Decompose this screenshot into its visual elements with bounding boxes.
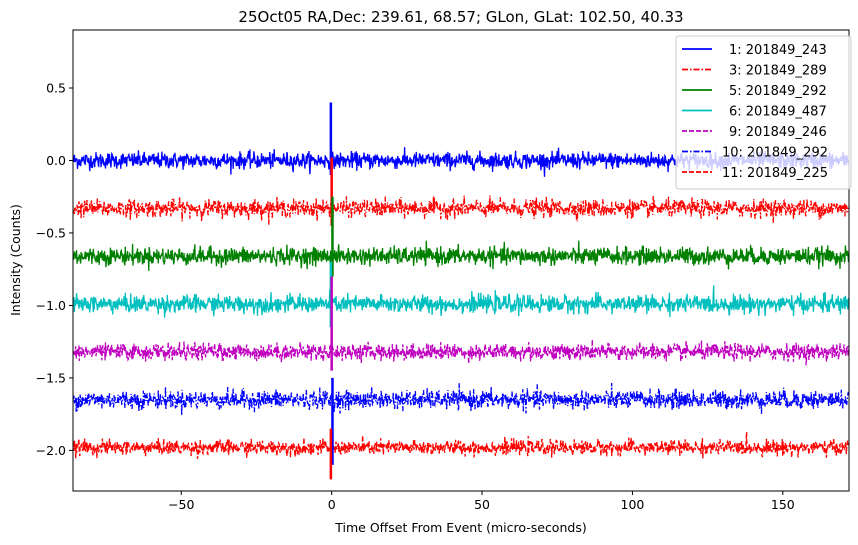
series-line-5: [73, 382, 849, 416]
legend-label: 9: 201849_246: [729, 125, 827, 140]
x-tick-label: 150: [771, 497, 795, 512]
series-line-6: [73, 431, 849, 459]
series-layer: [73, 102, 849, 480]
x-tick-label: 100: [621, 497, 645, 512]
legend-label: 6: 201849_487: [729, 105, 827, 120]
y-tick-label: −0.5: [36, 225, 66, 240]
legend: 1: 201849_243 3: 201849_289 5: 201849_292 6…: [675, 35, 852, 190]
legend-box: [675, 35, 852, 190]
legend-label: 11: 201849_225: [722, 166, 828, 181]
legend-label: 1: 201849_243: [729, 43, 827, 58]
y-tick-label: 0.0: [46, 153, 66, 168]
legend-label: 10: 201849_292: [722, 146, 828, 161]
y-tick-label: −1.0: [36, 298, 66, 313]
y-tick-label: −1.5: [36, 370, 66, 385]
plot-frame: [72, 29, 850, 492]
y-axis-label: Intensity (Counts): [8, 204, 23, 316]
chart-title: 25Oct05 RA,Dec: 239.61, 68.57; GLon, GLa…: [238, 8, 683, 26]
series-line-4: [73, 339, 849, 366]
axis-ticks: −50 0 50 100 150 0.5 0.0 −0.5 −1.0 −1.5 −2.0: [36, 80, 795, 512]
series-line-2: [73, 240, 849, 271]
series-line-3: [73, 285, 849, 318]
x-tick-label: 0: [328, 497, 336, 512]
series-line-1: [73, 195, 849, 225]
x-axis-label: Time Offset From Event (micro-seconds): [334, 520, 586, 535]
x-tick-label: 50: [474, 497, 490, 512]
legend-label: 5: 201849_292: [729, 84, 827, 99]
y-tick-label: 0.5: [46, 80, 66, 95]
legend-label: 3: 201849_289: [729, 64, 827, 79]
x-tick-label: −50: [168, 497, 194, 512]
y-tick-label: −2.0: [36, 443, 66, 458]
